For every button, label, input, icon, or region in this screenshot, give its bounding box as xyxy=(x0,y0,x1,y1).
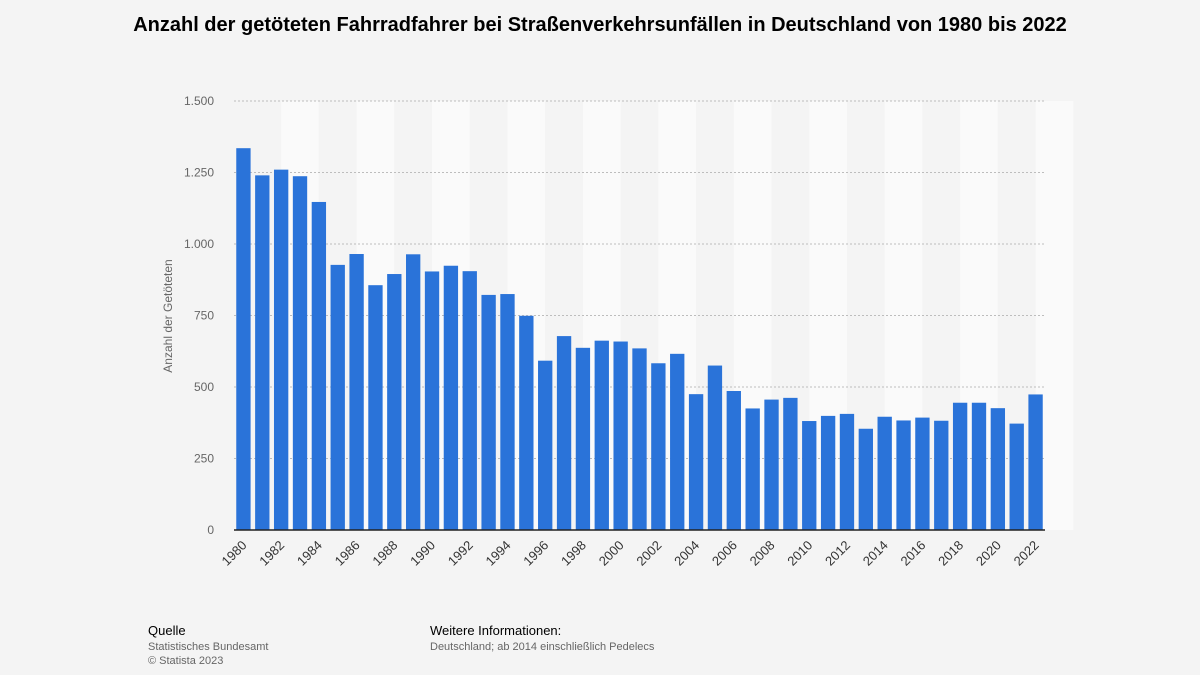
x-tick-label: 1980 xyxy=(218,538,249,569)
bar-2012[interactable] xyxy=(839,413,855,530)
bar-2007[interactable] xyxy=(745,408,760,530)
x-tick-labels: 1980 1982 1984 1986 1988 1990 1992 1994 1996 1998… xyxy=(218,538,1041,569)
y-tick-label: 1.250 xyxy=(184,166,214,180)
x-tick-label: 1982 xyxy=(256,538,287,569)
bar-1997[interactable] xyxy=(556,336,572,530)
x-tick-label: 2012 xyxy=(822,538,853,569)
bar-1990[interactable] xyxy=(424,271,440,530)
x-tick-label: 2020 xyxy=(973,538,1004,569)
bar-2009[interactable] xyxy=(783,397,798,530)
x-tick-label: 2004 xyxy=(671,538,702,569)
bar-2015[interactable] xyxy=(896,420,911,530)
bar-2000[interactable] xyxy=(613,341,628,530)
x-tick-label: 1998 xyxy=(558,538,589,569)
bar-1984[interactable] xyxy=(311,201,327,530)
bar-1985[interactable] xyxy=(330,264,345,530)
x-tick-label: 1994 xyxy=(483,538,514,569)
bar-2018[interactable] xyxy=(952,402,968,530)
bar-1986[interactable] xyxy=(349,254,364,530)
y-tick-label: 750 xyxy=(194,309,214,323)
x-tick-label: 1984 xyxy=(294,538,325,569)
source-heading: Quelle xyxy=(148,623,186,638)
bar-2008[interactable] xyxy=(764,399,779,530)
bar-1981[interactable] xyxy=(255,175,270,531)
info-text: Deutschland; ab 2014 einschließlich Pede… xyxy=(430,641,655,653)
bar-1999[interactable] xyxy=(594,340,609,530)
bar-2019[interactable] xyxy=(971,402,987,530)
x-tick-label: 2008 xyxy=(747,538,778,569)
bar-1983[interactable] xyxy=(292,176,308,530)
bar-1993[interactable] xyxy=(481,294,496,530)
info-heading: Weitere Informationen: xyxy=(430,623,562,638)
x-tick-label: 1992 xyxy=(445,538,476,569)
x-tick-label: 2018 xyxy=(935,538,966,569)
x-tick-label: 1996 xyxy=(520,538,551,569)
y-tick-label: 250 xyxy=(194,452,214,466)
x-tick-label: 2006 xyxy=(709,538,740,569)
chart-title: Anzahl der getöteten Fahrradfahrer bei S… xyxy=(133,14,1067,36)
y-tick-label: 500 xyxy=(194,380,214,394)
x-tick-label: 1988 xyxy=(369,538,400,569)
y-axis-title: Anzahl der Getöteten xyxy=(161,259,175,372)
bar-2013[interactable] xyxy=(858,428,873,530)
x-tick-label: 2022 xyxy=(1011,538,1042,569)
bar-2001[interactable] xyxy=(632,348,647,530)
bar-1994[interactable] xyxy=(500,294,515,530)
bar-2017[interactable] xyxy=(934,420,949,530)
y-tick-label: 0 xyxy=(207,523,214,537)
bar-1987[interactable] xyxy=(368,285,383,530)
x-tick-label: 1990 xyxy=(407,538,438,569)
bar-2003[interactable] xyxy=(670,353,685,530)
bar-2016[interactable] xyxy=(915,417,930,530)
bar-2011[interactable] xyxy=(820,415,836,530)
x-tick-label: 2010 xyxy=(784,538,815,569)
bar-1998[interactable] xyxy=(575,347,591,530)
bar-2006[interactable] xyxy=(726,391,741,530)
bar-1980[interactable] xyxy=(236,148,251,530)
bar-2014[interactable] xyxy=(877,416,892,530)
bar-1989[interactable] xyxy=(406,254,421,530)
bar-1991[interactable] xyxy=(443,265,459,530)
x-tick-label: 2000 xyxy=(596,538,627,569)
copyright-line: © Statista 2023 xyxy=(148,655,224,667)
y-tick-labels: 0 250 500 750 1.000 1.250 1.500 xyxy=(184,94,214,537)
y-tick-label: 1.500 xyxy=(184,94,214,108)
x-tick-label: 2016 xyxy=(897,538,928,569)
bar-2010[interactable] xyxy=(802,421,817,530)
x-tick-label: 1986 xyxy=(332,538,363,569)
bar-1995[interactable] xyxy=(519,315,534,530)
x-tick-label: 2014 xyxy=(860,538,891,569)
y-tick-label: 1.000 xyxy=(184,237,214,251)
source-line: Statistisches Bundesamt xyxy=(148,641,269,653)
bar-2005[interactable] xyxy=(707,365,723,530)
bar-2021[interactable] xyxy=(1009,423,1024,530)
bar-1988[interactable] xyxy=(387,274,402,530)
bar-2004[interactable] xyxy=(688,394,704,530)
bar-1982[interactable] xyxy=(273,169,289,530)
x-tick-label: 2002 xyxy=(633,538,664,569)
bar-2020[interactable] xyxy=(990,408,1006,530)
bar-1996[interactable] xyxy=(538,360,553,530)
bars xyxy=(236,148,1043,531)
bar-2002[interactable] xyxy=(651,363,666,530)
bar-1992[interactable] xyxy=(462,271,477,530)
bar-2022[interactable] xyxy=(1028,394,1043,530)
